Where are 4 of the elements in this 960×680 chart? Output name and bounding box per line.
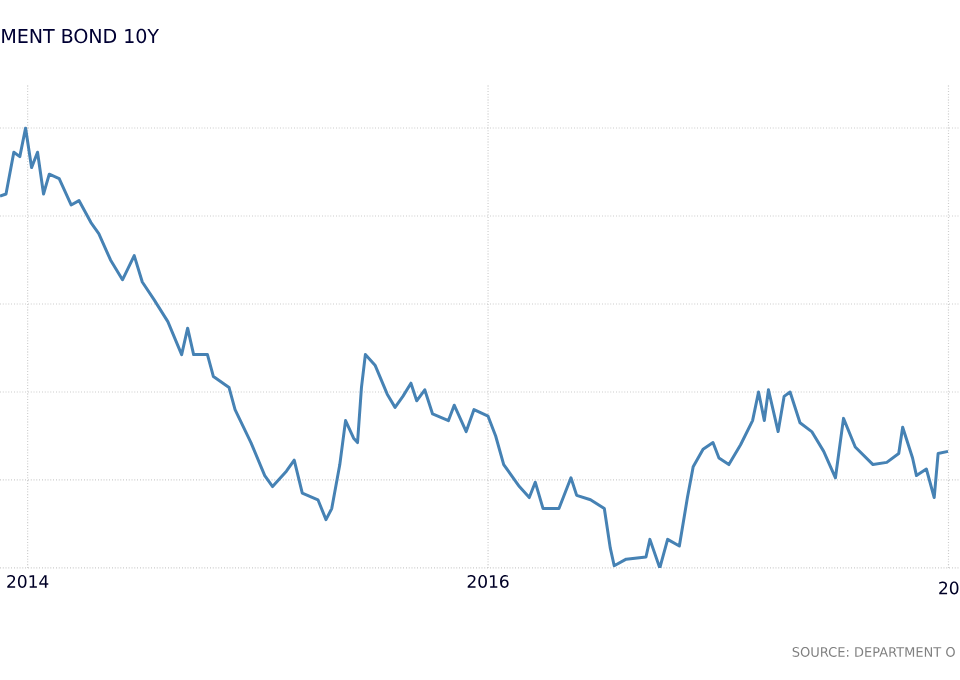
x-tick-label: 2014 — [7, 575, 49, 588]
text: 20 — [939, 581, 959, 595]
chart-title: MENT BOND 10Y — [2, 28, 160, 44]
x-tick-label: 2016 — [467, 575, 509, 588]
